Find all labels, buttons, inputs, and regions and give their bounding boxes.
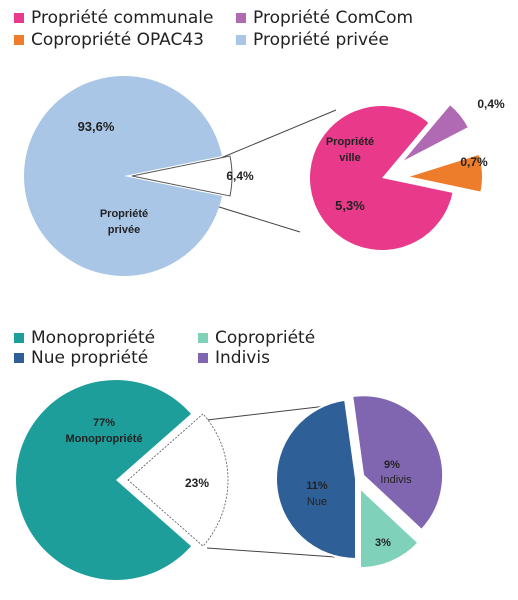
legend-label: Copropriété OPAC43	[31, 30, 204, 50]
legend-1-item-comcom: Propriété ComCom	[236, 8, 413, 28]
label-main-value: 93,6%	[78, 119, 115, 134]
legend-label: Indivis	[215, 348, 270, 368]
legend-swatch	[14, 35, 24, 45]
label-indivis-name: Indivis	[380, 474, 412, 486]
main-slice-other	[127, 413, 229, 547]
connector-line-bottom	[206, 547, 336, 558]
label-ville-name-2: ville	[339, 152, 360, 164]
main-slice-monopropriete	[15, 379, 192, 580]
label-opac-value: 0,7%	[460, 155, 488, 169]
label-nue-value: 11%	[306, 480, 328, 492]
label-comcom-value: 0,4%	[477, 97, 505, 111]
chart-2: 77% Monopropriété 23% 11% Nue 9% Indivis…	[15, 379, 445, 580]
chart-1: 93,6% Propriété privée 6,4% Propriété vi…	[24, 76, 505, 276]
legend-1-item-opac43: Copropriété OPAC43	[14, 30, 204, 50]
legend-2-item-copropriete: Copropriété	[198, 328, 315, 348]
legend-swatch	[198, 333, 208, 343]
legend-swatch	[236, 13, 246, 23]
legend-2-item-indivis: Indivis	[198, 348, 270, 368]
label-indivis-value: 9%	[384, 459, 400, 471]
label-other-value: 23%	[185, 476, 209, 490]
label-other-value: 6,4%	[226, 169, 254, 183]
main-slice-other	[131, 155, 233, 197]
legend-label: Copropriété	[215, 328, 316, 348]
connector-line-bottom	[215, 205, 301, 233]
label-nue-name: Nue	[307, 496, 327, 508]
legend-label: Propriété privée	[253, 30, 389, 50]
legend-label: Propriété communale	[31, 8, 214, 28]
label-ville-value: 5,3%	[335, 198, 365, 213]
label-main-name-2: privée	[108, 224, 140, 236]
label-main-name-1: Propriété	[100, 208, 148, 220]
sub-slice-ville	[310, 106, 453, 250]
legend-2-item-nue-propriete: Nue propriété	[14, 348, 148, 368]
label-ville-name-1: Propriété	[326, 136, 374, 148]
sub-slice-comcom	[403, 105, 468, 161]
label-mono-name: Monopropriété	[66, 433, 143, 445]
label-copro-value: 3%	[375, 537, 391, 549]
sub-slice-copro	[358, 485, 420, 570]
connector-line-top	[215, 109, 337, 161]
label-mono-value: 77%	[93, 417, 115, 429]
sub-slice-nue	[275, 398, 357, 561]
legend-swatch	[14, 13, 24, 23]
sub-slice-indivis	[351, 394, 445, 532]
legend-label: Nue propriété	[31, 348, 149, 368]
legend-label: Monopropriété	[31, 328, 156, 348]
legend-swatch	[198, 353, 208, 363]
legend-swatch	[236, 35, 246, 45]
legend-1-item-communale: Propriété communale	[14, 8, 213, 28]
legend-swatch	[14, 353, 24, 363]
legend-2-item-monopropriete: Monopropriété	[14, 328, 155, 348]
legend-label: Propriété ComCom	[253, 8, 414, 28]
sub-slice-opac	[409, 154, 482, 192]
legend-1-item-privee: Propriété privée	[236, 30, 389, 50]
main-slice-privee	[24, 76, 222, 276]
connector-line-top	[206, 404, 336, 421]
legend-swatch	[14, 333, 24, 343]
